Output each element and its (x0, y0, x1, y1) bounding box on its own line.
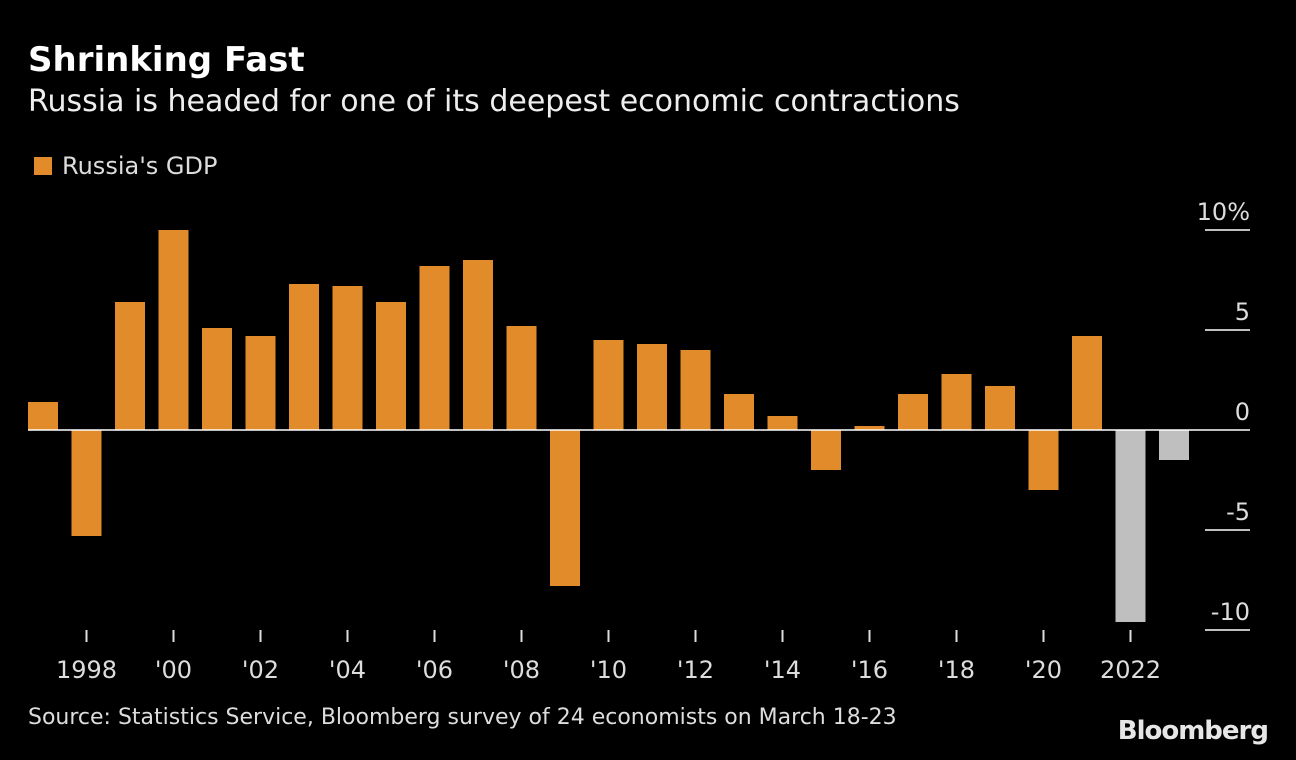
bar-2020 (1028, 430, 1059, 490)
bar-2003 (289, 284, 319, 430)
x-tick-label: '00 (155, 656, 192, 684)
x-tick-label: 2022 (1100, 656, 1161, 684)
x-tick-label: '16 (851, 656, 888, 684)
x-tick-label: '06 (416, 656, 453, 684)
x-tick-label: '20 (1025, 656, 1062, 684)
y-tick-label: -5 (1226, 498, 1250, 526)
bar-2008 (506, 326, 537, 430)
x-tick-label: '08 (503, 656, 540, 684)
legend-label: Russia's GDP (62, 152, 218, 180)
bar-2017 (898, 394, 928, 430)
bar-2014 (767, 416, 798, 430)
bar-2013 (724, 394, 754, 430)
bar-2009 (550, 430, 580, 586)
legend: Russia's GDP (34, 152, 217, 180)
x-tick-label: '12 (677, 656, 714, 684)
bar-2019 (985, 386, 1015, 430)
bar-2005 (376, 302, 406, 430)
y-tick-label: -10 (1211, 598, 1250, 626)
bar-2012 (680, 350, 711, 430)
x-tick-label: '14 (764, 656, 801, 684)
bar-2000 (158, 230, 189, 430)
bar-2022 (1115, 430, 1146, 622)
y-tick-label: 10% (1197, 198, 1250, 226)
bar-1999 (115, 302, 145, 430)
bar-2015 (811, 430, 841, 470)
bar-2001 (202, 328, 232, 430)
bar-2010 (593, 340, 624, 430)
y-tick-label: 0 (1235, 398, 1250, 426)
bar-1997 (28, 402, 58, 430)
bar-2002 (245, 336, 276, 430)
bar-2004 (332, 286, 363, 430)
bar-2018 (941, 374, 972, 430)
y-tick-label: 5 (1235, 298, 1250, 326)
x-tick-label: 1998 (56, 656, 117, 684)
x-tick-label: '02 (242, 656, 279, 684)
bar-2016 (854, 426, 885, 430)
bloomberg-logo: Bloomberg (1117, 716, 1269, 746)
chart-subtitle: Russia is headed for one of its deepest … (28, 84, 960, 119)
bar-2021 (1072, 336, 1102, 430)
bar-2023 (1159, 430, 1189, 460)
legend-swatch (34, 157, 52, 175)
x-tick-label: '04 (329, 656, 366, 684)
source-note: Source: Statistics Service, Bloomberg su… (28, 705, 897, 730)
bar-1998 (71, 430, 102, 536)
bar-2007 (463, 260, 493, 430)
x-tick-label: '10 (590, 656, 627, 684)
chart-title: Shrinking Fast (28, 40, 305, 80)
bar-2011 (637, 344, 667, 430)
bar-2006 (419, 266, 450, 430)
x-tick-label: '18 (938, 656, 975, 684)
